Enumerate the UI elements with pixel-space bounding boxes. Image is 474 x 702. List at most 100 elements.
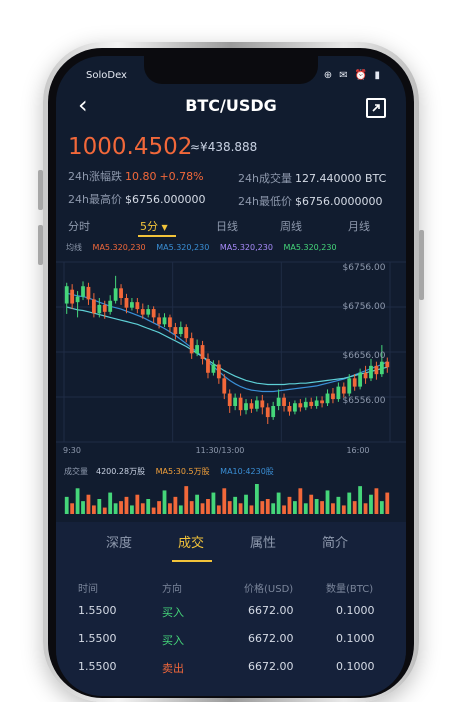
status-icons: ⊕ ✉ ⏰ ▮ (323, 70, 382, 81)
page-title: BTC/USDG (185, 96, 277, 115)
candle-body (233, 397, 238, 406)
candle-body (189, 338, 194, 354)
candle-body (75, 296, 80, 303)
volume-bar (184, 486, 189, 514)
volume-bar (130, 505, 134, 514)
candle-body (341, 386, 346, 394)
candle-body (146, 309, 151, 315)
candle-body (325, 393, 330, 404)
volume-bar (320, 501, 324, 514)
candle-body (282, 397, 286, 406)
volume-bar (173, 496, 178, 514)
volume-bar (227, 501, 232, 514)
x-axis-label: 16:00 (346, 446, 369, 455)
candle-body (379, 361, 384, 375)
candle-body (314, 400, 319, 406)
tab-trades[interactable]: 成交 (178, 536, 205, 551)
volume-ma10: MA10:4230股 (220, 467, 274, 476)
candle-body (157, 317, 161, 325)
candle-body (369, 365, 373, 379)
change-stat: 24h涨幅跌 10.80 +0.78% (68, 168, 204, 184)
candle-body (293, 403, 297, 412)
tab-depth[interactable]: 深度 (106, 536, 133, 551)
change-label: 24h涨幅跌 (68, 170, 122, 183)
volume-bar (216, 505, 221, 514)
candle-body (352, 378, 357, 387)
candle-body (347, 378, 352, 394)
volume-bar (64, 496, 69, 514)
candle-body (130, 302, 134, 308)
last-price: 1000.4502 (68, 134, 193, 160)
timeframe-tabs: 分时 5分 ▼ 日线 周线 月线 (56, 214, 406, 238)
col-time: 时间 (78, 584, 98, 595)
trade-direction: 买入 (162, 634, 184, 647)
panel-tab-underline (172, 560, 212, 562)
candle-body (162, 317, 167, 325)
volume-bar (162, 490, 167, 514)
volume-bar (206, 499, 210, 514)
volume-bar (195, 494, 200, 514)
tab-5min[interactable]: 5分 ▼ (140, 218, 168, 234)
fullscreen-icon[interactable] (366, 98, 386, 118)
volume-bar (140, 503, 145, 514)
tab-underline (138, 235, 176, 237)
volume-bar (331, 503, 335, 514)
tab-weekly[interactable]: 周线 (280, 220, 302, 233)
candle-body (385, 361, 390, 368)
volume-bar (287, 496, 292, 514)
volume-bar (314, 499, 319, 514)
candle-body (135, 302, 140, 310)
chevron-left-icon[interactable]: ‹ (78, 91, 88, 119)
ma5-legend: MA5.320,230 (92, 243, 146, 252)
notch (144, 56, 318, 84)
candle-body (331, 393, 335, 400)
volume-bar (298, 488, 303, 514)
x-axis-label: 9:30 (63, 446, 81, 455)
trade-time: 1.5500 (78, 604, 117, 617)
candle-body (140, 309, 145, 315)
app-screen: SoloDex ⊕ ✉ ⏰ ▮ ‹ BTC/USDG 1000.4502 ≈¥4… (56, 56, 406, 696)
volume-bar (238, 503, 243, 514)
volume-bar (168, 503, 172, 514)
volume-chart (64, 484, 390, 514)
volume-bar (108, 492, 113, 514)
tab-monthly[interactable]: 月线 (348, 220, 370, 233)
tab-intro[interactable]: 简介 (322, 536, 349, 551)
candle-body (178, 327, 183, 334)
col-price: 价格(USD) (244, 584, 294, 595)
volume-bar (369, 494, 373, 514)
candle-body (374, 365, 379, 375)
candlestick-chart[interactable]: $6756.00 $6756.00 $6656.00 $6556.00 9:30 11:… (56, 256, 406, 466)
ma-line (66, 292, 388, 393)
trade-panel: 深度 成交 属性 简介 时间 方向 价格(USD) 数量(BTC) 1.5500… (56, 522, 406, 696)
tab-timeshare[interactable]: 分时 (68, 220, 90, 233)
volume-bar (347, 492, 352, 514)
high-label: 24h最高价 (68, 193, 122, 206)
volume-bar (233, 496, 238, 514)
volume-amount: 4200.28万股 (96, 467, 146, 476)
candle-body (358, 372, 363, 387)
carrier-label: SoloDex (86, 70, 127, 81)
volume-bar (374, 488, 379, 514)
candle-body (64, 286, 69, 304)
candle-body (184, 327, 189, 339)
phone-side-button (38, 225, 43, 265)
volume-bar (97, 499, 102, 514)
volume-value: 127.440000 BTC (294, 172, 387, 185)
ma-legend: 均线 MA5.320,230 MA5.320,230 MA5.320,230 M… (66, 242, 345, 253)
trade-price: 6672.00 (248, 660, 294, 673)
tab-daily[interactable]: 日线 (216, 220, 238, 233)
candle-body (108, 300, 113, 312)
candle-body (222, 378, 227, 394)
candle-body (271, 406, 276, 418)
candle-body (119, 288, 123, 298)
tab-properties[interactable]: 属性 (250, 536, 277, 551)
candle-body (249, 403, 254, 409)
ma5b-legend: MA5.320,230 (156, 243, 210, 252)
candle-body (91, 299, 96, 314)
y-axis-label: $6556.00 (343, 396, 386, 406)
candle-body (102, 304, 107, 312)
candle-body (216, 364, 221, 379)
trade-time: 1.5500 (78, 660, 117, 673)
trade-price: 6672.00 (248, 632, 294, 645)
